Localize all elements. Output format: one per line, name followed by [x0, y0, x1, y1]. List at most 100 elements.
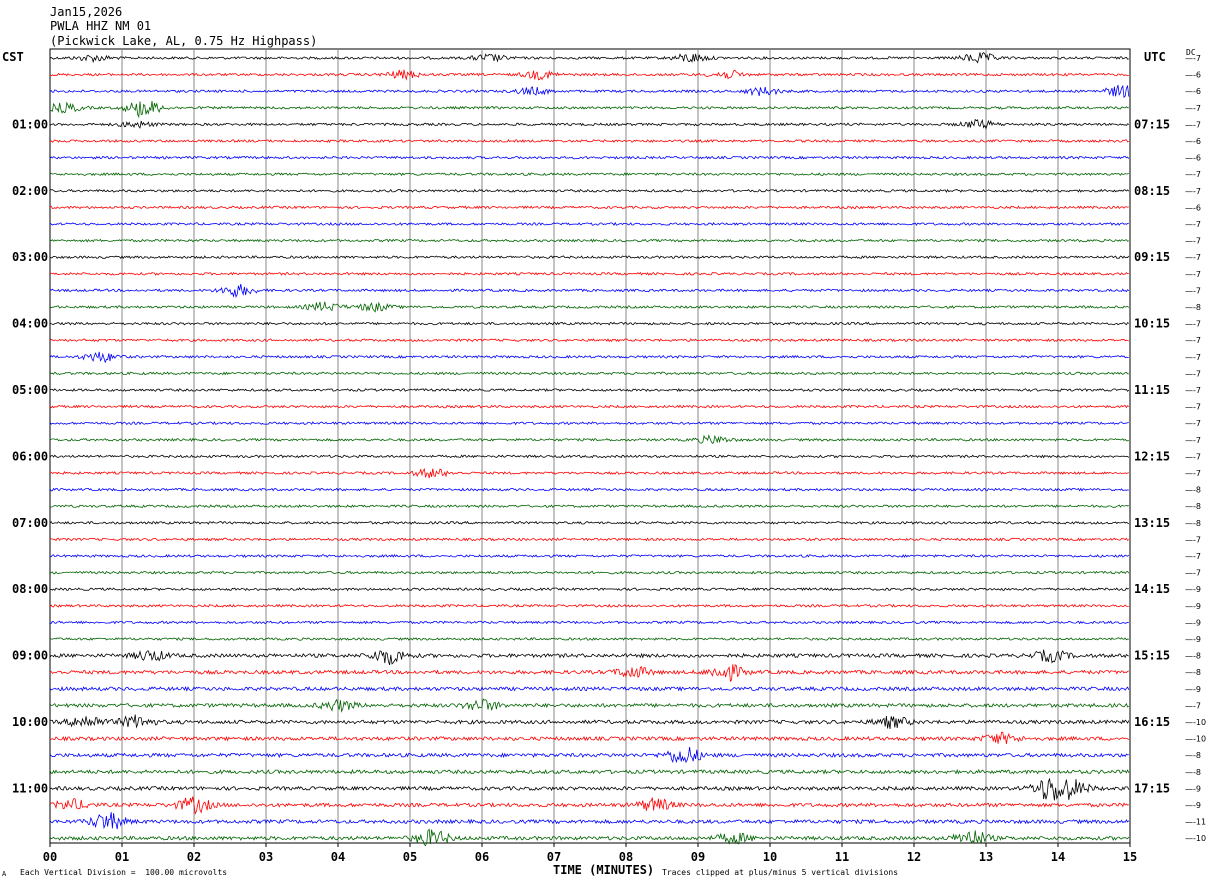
dc-offset-label: —-7 [1185, 403, 1201, 412]
dc-offset-label: —-7 [1185, 54, 1201, 63]
x-tick-label: 14 [1051, 850, 1065, 864]
x-tick-label: 00 [43, 850, 57, 864]
dc-offset-label: —-7 [1185, 535, 1201, 544]
left-hour-label: 11:00 [12, 781, 48, 795]
right-timezone-label: UTC [1144, 50, 1166, 64]
dc-offset-label: —-6 [1185, 137, 1201, 146]
left-hour-label: 07:00 [12, 516, 48, 530]
corner-mark: A [2, 870, 7, 878]
dc-offset-label: —-8 [1185, 519, 1201, 528]
dc-offset-label: —-7 [1185, 120, 1201, 129]
dc-offset-label: —-7 [1185, 320, 1201, 329]
dc-offset-label: —-9 [1185, 801, 1201, 810]
seismic-trace [49, 100, 1129, 119]
seismic-trace [49, 301, 1130, 313]
left-hour-label: 08:00 [12, 582, 48, 596]
dc-offset-label: —-7 [1185, 336, 1201, 345]
seismic-trace [50, 537, 1130, 542]
dc-offset-label: —-8 [1185, 652, 1201, 661]
right-hour-label: 12:15 [1134, 449, 1170, 463]
dc-offset-label: —-9 [1185, 635, 1201, 644]
location-label: (Pickwick Lake, AL, 0.75 Hz Highpass) [50, 34, 318, 48]
seismic-trace [49, 205, 1129, 210]
x-tick-label: 05 [403, 850, 417, 864]
dc-offset-label: —-7 [1185, 386, 1201, 395]
dc-offset-label: —-10 [1185, 735, 1206, 744]
x-tick-label: 06 [475, 850, 489, 864]
dc-offset-label: —-8 [1185, 303, 1201, 312]
seismic-trace [49, 155, 1130, 160]
seismic-trace [49, 685, 1130, 692]
dc-offset-label: —-7 [1185, 469, 1201, 478]
dc-offset-label: —-7 [1185, 104, 1201, 113]
right-hour-label: 17:15 [1134, 781, 1170, 795]
dc-offset-label: —-7 [1185, 170, 1201, 179]
left-hour-label: 09:00 [12, 649, 48, 663]
seismic-trace [49, 434, 1129, 444]
dc-offset-label: —-9 [1185, 784, 1201, 793]
seismic-trace [49, 698, 1130, 713]
left-hour-label: 04:00 [12, 317, 48, 331]
x-tick-label: 04 [331, 850, 345, 864]
seismic-trace [49, 255, 1130, 260]
seismic-trace [49, 421, 1129, 426]
seismic-trace [49, 603, 1129, 608]
seismic-trace [50, 69, 1129, 81]
seismic-trace [49, 777, 1130, 801]
dc-offset-label: —-10 [1185, 834, 1206, 843]
x-tick-label: 08 [619, 850, 633, 864]
dc-offset-label: —-7 [1185, 220, 1201, 229]
seismic-trace [49, 371, 1129, 376]
right-hour-label: 09:15 [1134, 250, 1170, 264]
right-hour-label: 15:15 [1134, 649, 1170, 663]
seismic-trace [49, 747, 1129, 764]
seismic-trace [49, 118, 1130, 130]
seismic-trace [49, 351, 1129, 364]
dc-offset-label: —-9 [1185, 685, 1201, 694]
x-tick-label: 11 [835, 850, 849, 864]
seismic-trace [49, 172, 1130, 177]
seismic-trace [49, 404, 1130, 409]
dc-offset-label: —-6 [1185, 154, 1201, 163]
x-tick-label: 12 [907, 850, 921, 864]
seismic-trace [49, 338, 1129, 343]
seismic-trace [49, 468, 1129, 479]
seismic-trace [49, 570, 1130, 575]
dc-offset-label: —-8 [1185, 751, 1201, 760]
x-tick-label: 13 [979, 850, 993, 864]
seismic-trace [49, 828, 1130, 847]
seismic-trace [49, 731, 1130, 744]
dc-offset-label: —-11 [1185, 818, 1206, 827]
seismic-trace [49, 768, 1130, 775]
dc-offset-label: —-7 [1185, 270, 1201, 279]
dc-offset-label: —-7 [1185, 237, 1201, 246]
dc-offset-label: —-8 [1185, 502, 1201, 511]
x-tick-label: 01 [115, 850, 129, 864]
seismic-trace [49, 504, 1129, 509]
dc-offset-label: —-6 [1185, 71, 1201, 80]
vertical-division-note: Each Vertical Division = 100.00 microvol… [20, 868, 228, 877]
x-tick-label: 15 [1123, 850, 1137, 864]
dc-offset-label: —-7 [1185, 436, 1201, 445]
dc-offset-label: —-8 [1185, 668, 1201, 677]
seismic-trace [49, 221, 1129, 226]
seismic-trace [49, 52, 1129, 64]
seismic-trace [49, 321, 1130, 326]
seismic-trace [49, 271, 1129, 276]
left-timezone-label: CST [2, 50, 24, 64]
seismic-trace [49, 637, 1129, 641]
dc-offset-label: —-6 [1185, 87, 1201, 96]
seismic-trace [49, 84, 1130, 99]
dc-offset-label: —-8 [1185, 486, 1201, 495]
left-hour-label: 03:00 [12, 250, 48, 264]
x-tick-label: 03 [259, 850, 273, 864]
dc-offset-label: —-7 [1185, 353, 1201, 362]
seismic-trace [49, 283, 1130, 298]
station-label: PWLA HHZ NM 01 [50, 19, 152, 33]
dc-offset-label: —-7 [1185, 419, 1201, 428]
plot-frame [49, 48, 1131, 844]
x-axis-title: TIME (MINUTES) [553, 863, 655, 877]
right-hour-label: 10:15 [1134, 317, 1170, 331]
right-hour-label: 08:15 [1134, 184, 1170, 198]
